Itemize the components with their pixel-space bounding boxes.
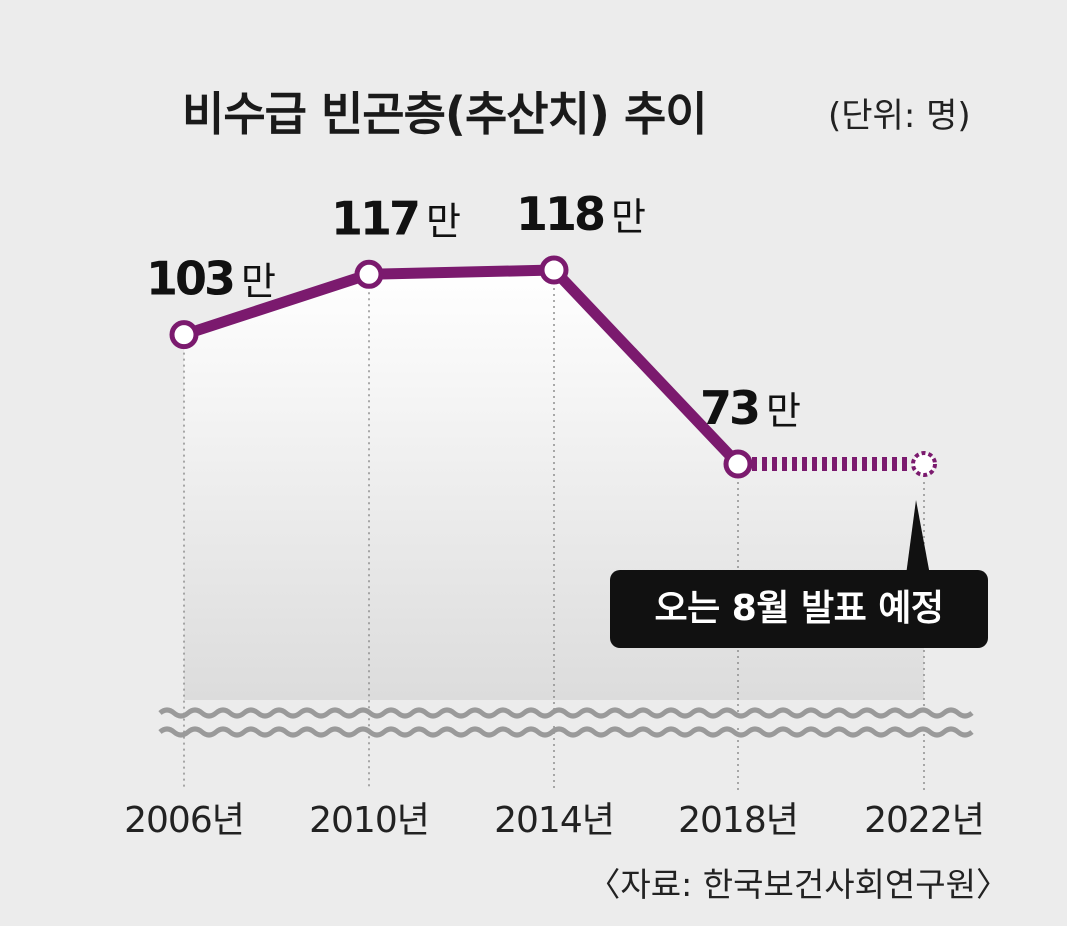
value-label: 118 만 [516, 187, 646, 241]
projected-point [911, 451, 937, 477]
data-point [169, 320, 199, 350]
source-note: 〈자료: 한국보건사회연구원〉 [587, 865, 1009, 904]
axis-break-wave [158, 707, 974, 719]
value-label: 117 만 [331, 191, 461, 245]
data-point [539, 255, 569, 285]
callout-pointer [906, 500, 930, 575]
announcement-callout: 오는 8월 발표 예정 [610, 570, 988, 648]
axis-break-wave [158, 726, 974, 738]
value-label: 103 만 [146, 252, 276, 306]
x-tick-label: 2018년 [678, 800, 798, 841]
x-tick-label: 2006년 [124, 800, 244, 841]
value-label: 73 만 [700, 381, 801, 435]
x-tick-label: 2022년 [864, 800, 984, 841]
callout-text: 오는 8월 발표 예정 [654, 588, 945, 629]
data-point [723, 449, 753, 479]
series-line [178, 264, 744, 470]
chart-title: 비수급 빈곤층(추산치) 추이 [182, 87, 708, 141]
x-tick-label: 2014년 [494, 800, 614, 841]
data-point [354, 259, 384, 289]
x-tick-label: 2010년 [309, 800, 429, 841]
unit-label: (단위: 명) [828, 96, 971, 136]
